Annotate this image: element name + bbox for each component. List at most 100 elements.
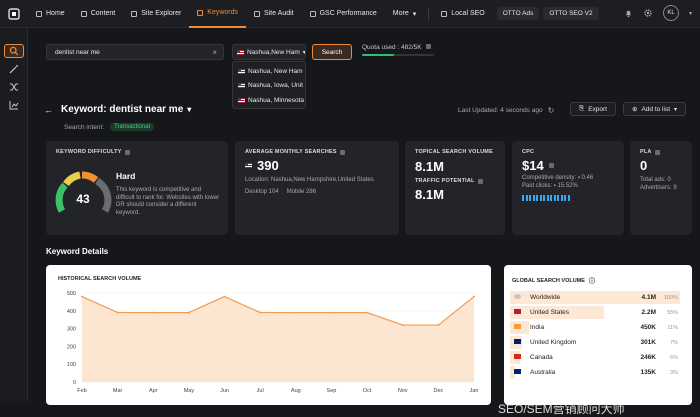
volume-area <box>82 296 474 382</box>
data-point[interactable] <box>81 295 83 298</box>
country-percent: 55% <box>666 309 678 316</box>
location-select[interactable]: Nashua,New Ham ▾ <box>232 44 306 60</box>
logo-icon[interactable] <box>0 0 28 28</box>
chevron-down-icon[interactable]: ▾ <box>688 10 692 17</box>
nav-item-label: Content <box>90 10 116 17</box>
y-tick-label: 400 <box>67 309 76 315</box>
nav-item-label: Home <box>46 10 65 17</box>
cpc-density: Competitive density: ▪ 0.46 <box>522 175 594 181</box>
nav-item-site-audit[interactable]: Site Audit <box>246 0 302 28</box>
info-icon <box>124 149 130 155</box>
data-point[interactable] <box>330 311 333 314</box>
keyword-search-input[interactable]: dentist near me × <box>46 44 224 60</box>
data-point[interactable] <box>401 324 404 326</box>
y-tick-label: 200 <box>67 344 76 350</box>
gear-icon[interactable] <box>643 8 653 18</box>
ams-value-row: 390 <box>245 158 389 173</box>
location-option[interactable]: Nashua, Minnesota <box>233 93 305 108</box>
x-tick-label: Aug <box>291 388 301 394</box>
location-dropdown: Nashua, New Ham Nashua, Iowa, Unit Nashua,… <box>232 61 306 109</box>
x-tick-label: Jun <box>220 388 229 394</box>
data-point[interactable] <box>188 311 190 314</box>
competition-bar-segment <box>543 195 545 201</box>
back-arrow-icon[interactable]: ← <box>44 104 53 115</box>
nav-item-keywords[interactable]: Keywords <box>189 0 247 28</box>
nav-item-gsc-performance[interactable]: GSC Performance <box>302 0 385 28</box>
location-option[interactable]: Nashua, New Ham <box>233 64 305 79</box>
shuffle-icon[interactable] <box>4 80 24 94</box>
tsv-label-wrap: TOPICAL SEARCH VOLUME <box>415 149 495 155</box>
ams-desktop: Desktop 104 <box>245 188 279 195</box>
competition-bar-segment <box>550 195 552 201</box>
magic-wand-icon[interactable] <box>4 62 24 76</box>
ams-device-split: Desktop 104 Mobile 286 <box>245 189 389 197</box>
compass-icon <box>131 10 138 17</box>
nav-item-label: Site Audit <box>264 10 294 17</box>
competition-bar-segment <box>557 195 559 201</box>
search-icon[interactable] <box>3 44 24 58</box>
data-point[interactable] <box>259 311 262 314</box>
location-option[interactable]: Nashua, Iowa, Unit <box>233 79 305 94</box>
data-point[interactable] <box>116 311 119 314</box>
wrench-icon <box>254 10 261 17</box>
pill-otto-seo-v2[interactable]: OTTO SEO V2 <box>543 7 599 20</box>
competition-bar-segment <box>539 195 542 201</box>
ams-label-wrap: AVERAGE MONTHLY SEARCHES <box>245 149 389 155</box>
country-name: Australia <box>530 369 556 376</box>
data-point[interactable] <box>152 311 155 314</box>
global-row[interactable]: United Kingdom 301K 7% <box>510 336 680 349</box>
competition-bar-segment <box>553 195 556 201</box>
nav-item-content[interactable]: Content <box>73 0 124 28</box>
quota-indicator: Quota used : 482/5K <box>362 44 434 56</box>
pill-label: OTTO Ads <box>502 10 534 17</box>
global-row[interactable]: Worldwide 4.1M 100% <box>510 291 680 304</box>
x-tick-label: Jan <box>470 388 479 394</box>
global-row[interactable]: Canada 246K 6% <box>510 351 680 364</box>
avatar[interactable]: KL <box>662 5 679 21</box>
nav-item-site-explorer[interactable]: Site Explorer <box>123 0 189 28</box>
global-row[interactable]: India 450K 11% <box>510 321 680 334</box>
density-value: 0.46 <box>581 175 594 181</box>
country-volume: 450K <box>640 324 656 331</box>
nav-item-more[interactable]: More ▾ <box>385 0 424 28</box>
data-point[interactable] <box>366 311 368 314</box>
global-row[interactable]: Australia 135K 3% <box>510 366 680 379</box>
data-point[interactable] <box>223 295 226 298</box>
historical-chart[interactable]: 0 100 200 300 400 500 Feb Mar Apr May Jun Jul Aug Sep… <box>46 265 491 405</box>
add-to-list-button[interactable]: ⊕ Add to list ▾ <box>623 102 687 116</box>
global-title-wrap: GLOBAL SEARCH VOLUME ⓘ <box>512 276 595 286</box>
country-volume: 2.2M <box>641 309 656 316</box>
data-point[interactable] <box>294 311 297 314</box>
ams-label: AVERAGE MONTHLY SEARCHES <box>245 149 337 155</box>
refresh-icon[interactable]: ↻ <box>547 106 555 115</box>
kd-description: This keyword is competitive and difficul… <box>116 187 220 216</box>
nav-item-home[interactable]: Home <box>28 0 73 28</box>
country-name: India <box>530 324 545 331</box>
tp-label-wrap: TRAFFIC POTENTIAL <box>415 178 495 184</box>
data-point[interactable] <box>437 324 440 326</box>
competition-bar-segment <box>536 195 538 201</box>
country-name: United Kingdom <box>530 339 577 346</box>
global-row[interactable]: United States 2.2M 55% <box>510 306 680 319</box>
bell-icon[interactable] <box>624 9 633 18</box>
search-button[interactable]: Search <box>312 44 352 60</box>
global-search-volume-card: GLOBAL SEARCH VOLUME ⓘ Worldwide 4.1M 100% U… <box>504 265 692 405</box>
home-icon <box>36 10 42 17</box>
kd-rating: Hard <box>116 171 136 181</box>
info-icon <box>548 163 554 168</box>
us-flag-icon <box>238 83 245 89</box>
export-button[interactable]: ⎘ Export <box>570 102 616 116</box>
intent-label: Search intent: <box>64 123 105 131</box>
pla-card: PLA 0 Total ads: 0 Advertisers: 9 <box>630 141 692 235</box>
line-chart-icon[interactable] <box>4 98 24 112</box>
cpc-label-wrap: CPC <box>522 149 614 155</box>
caret-down-icon[interactable]: ▾ <box>187 105 192 114</box>
us-flag-icon <box>237 49 244 55</box>
pill-otto-ads[interactable]: OTTO Ads <box>496 7 540 20</box>
data-point[interactable] <box>473 295 475 298</box>
nav-item-local-seo[interactable]: Local SEO <box>433 0 492 28</box>
x-tick-label: Oct <box>363 388 372 394</box>
clear-icon[interactable]: × <box>212 47 217 57</box>
location-selected: Nashua,New Ham <box>247 48 300 56</box>
ams-mobile: Mobile 286 <box>286 188 317 195</box>
